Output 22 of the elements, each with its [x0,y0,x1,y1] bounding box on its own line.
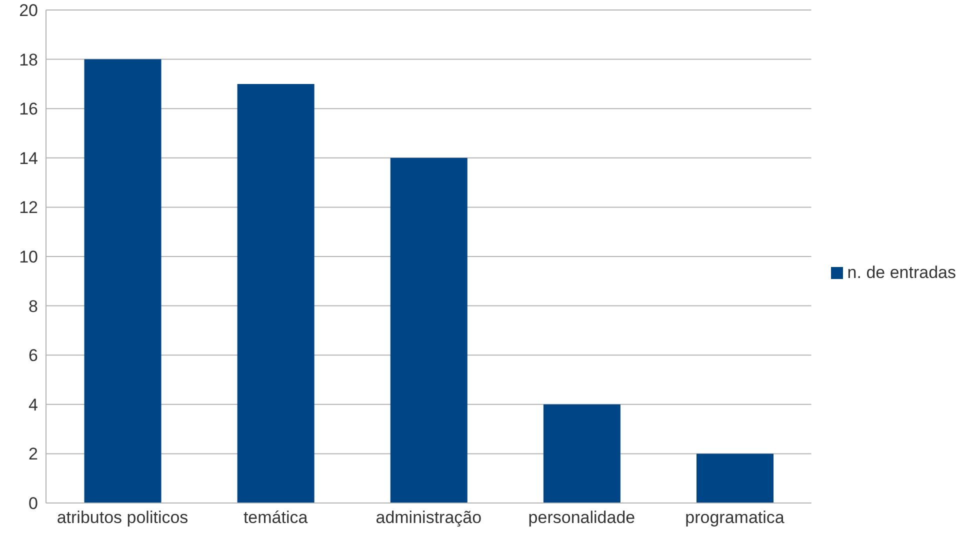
y-tick-label: 0 [28,494,38,514]
y-tick-label: 4 [28,395,38,414]
y-tick-label: 14 [19,148,38,168]
y-tick-label: 10 [19,248,38,267]
y-tick-label: 8 [28,296,38,316]
x-tick-label: temática [243,508,308,528]
x-tick-label: personalidade [528,508,636,528]
y-tick-label: 18 [19,50,38,70]
bar [390,158,468,503]
y-tick-label: 16 [19,100,38,119]
bar [543,404,620,503]
y-tick-label: 20 [19,1,38,20]
x-tick-label: atributos politicos [56,508,188,528]
legend-label: n. de entradas [847,262,956,282]
bar [696,454,774,503]
y-tick-label: 12 [19,198,38,218]
bar [84,59,162,503]
bar [237,84,314,503]
x-tick-label: programatica [685,508,785,528]
y-tick-label: 6 [28,346,38,366]
y-tick-label: 2 [28,444,38,464]
x-tick-label: administração [376,508,482,528]
